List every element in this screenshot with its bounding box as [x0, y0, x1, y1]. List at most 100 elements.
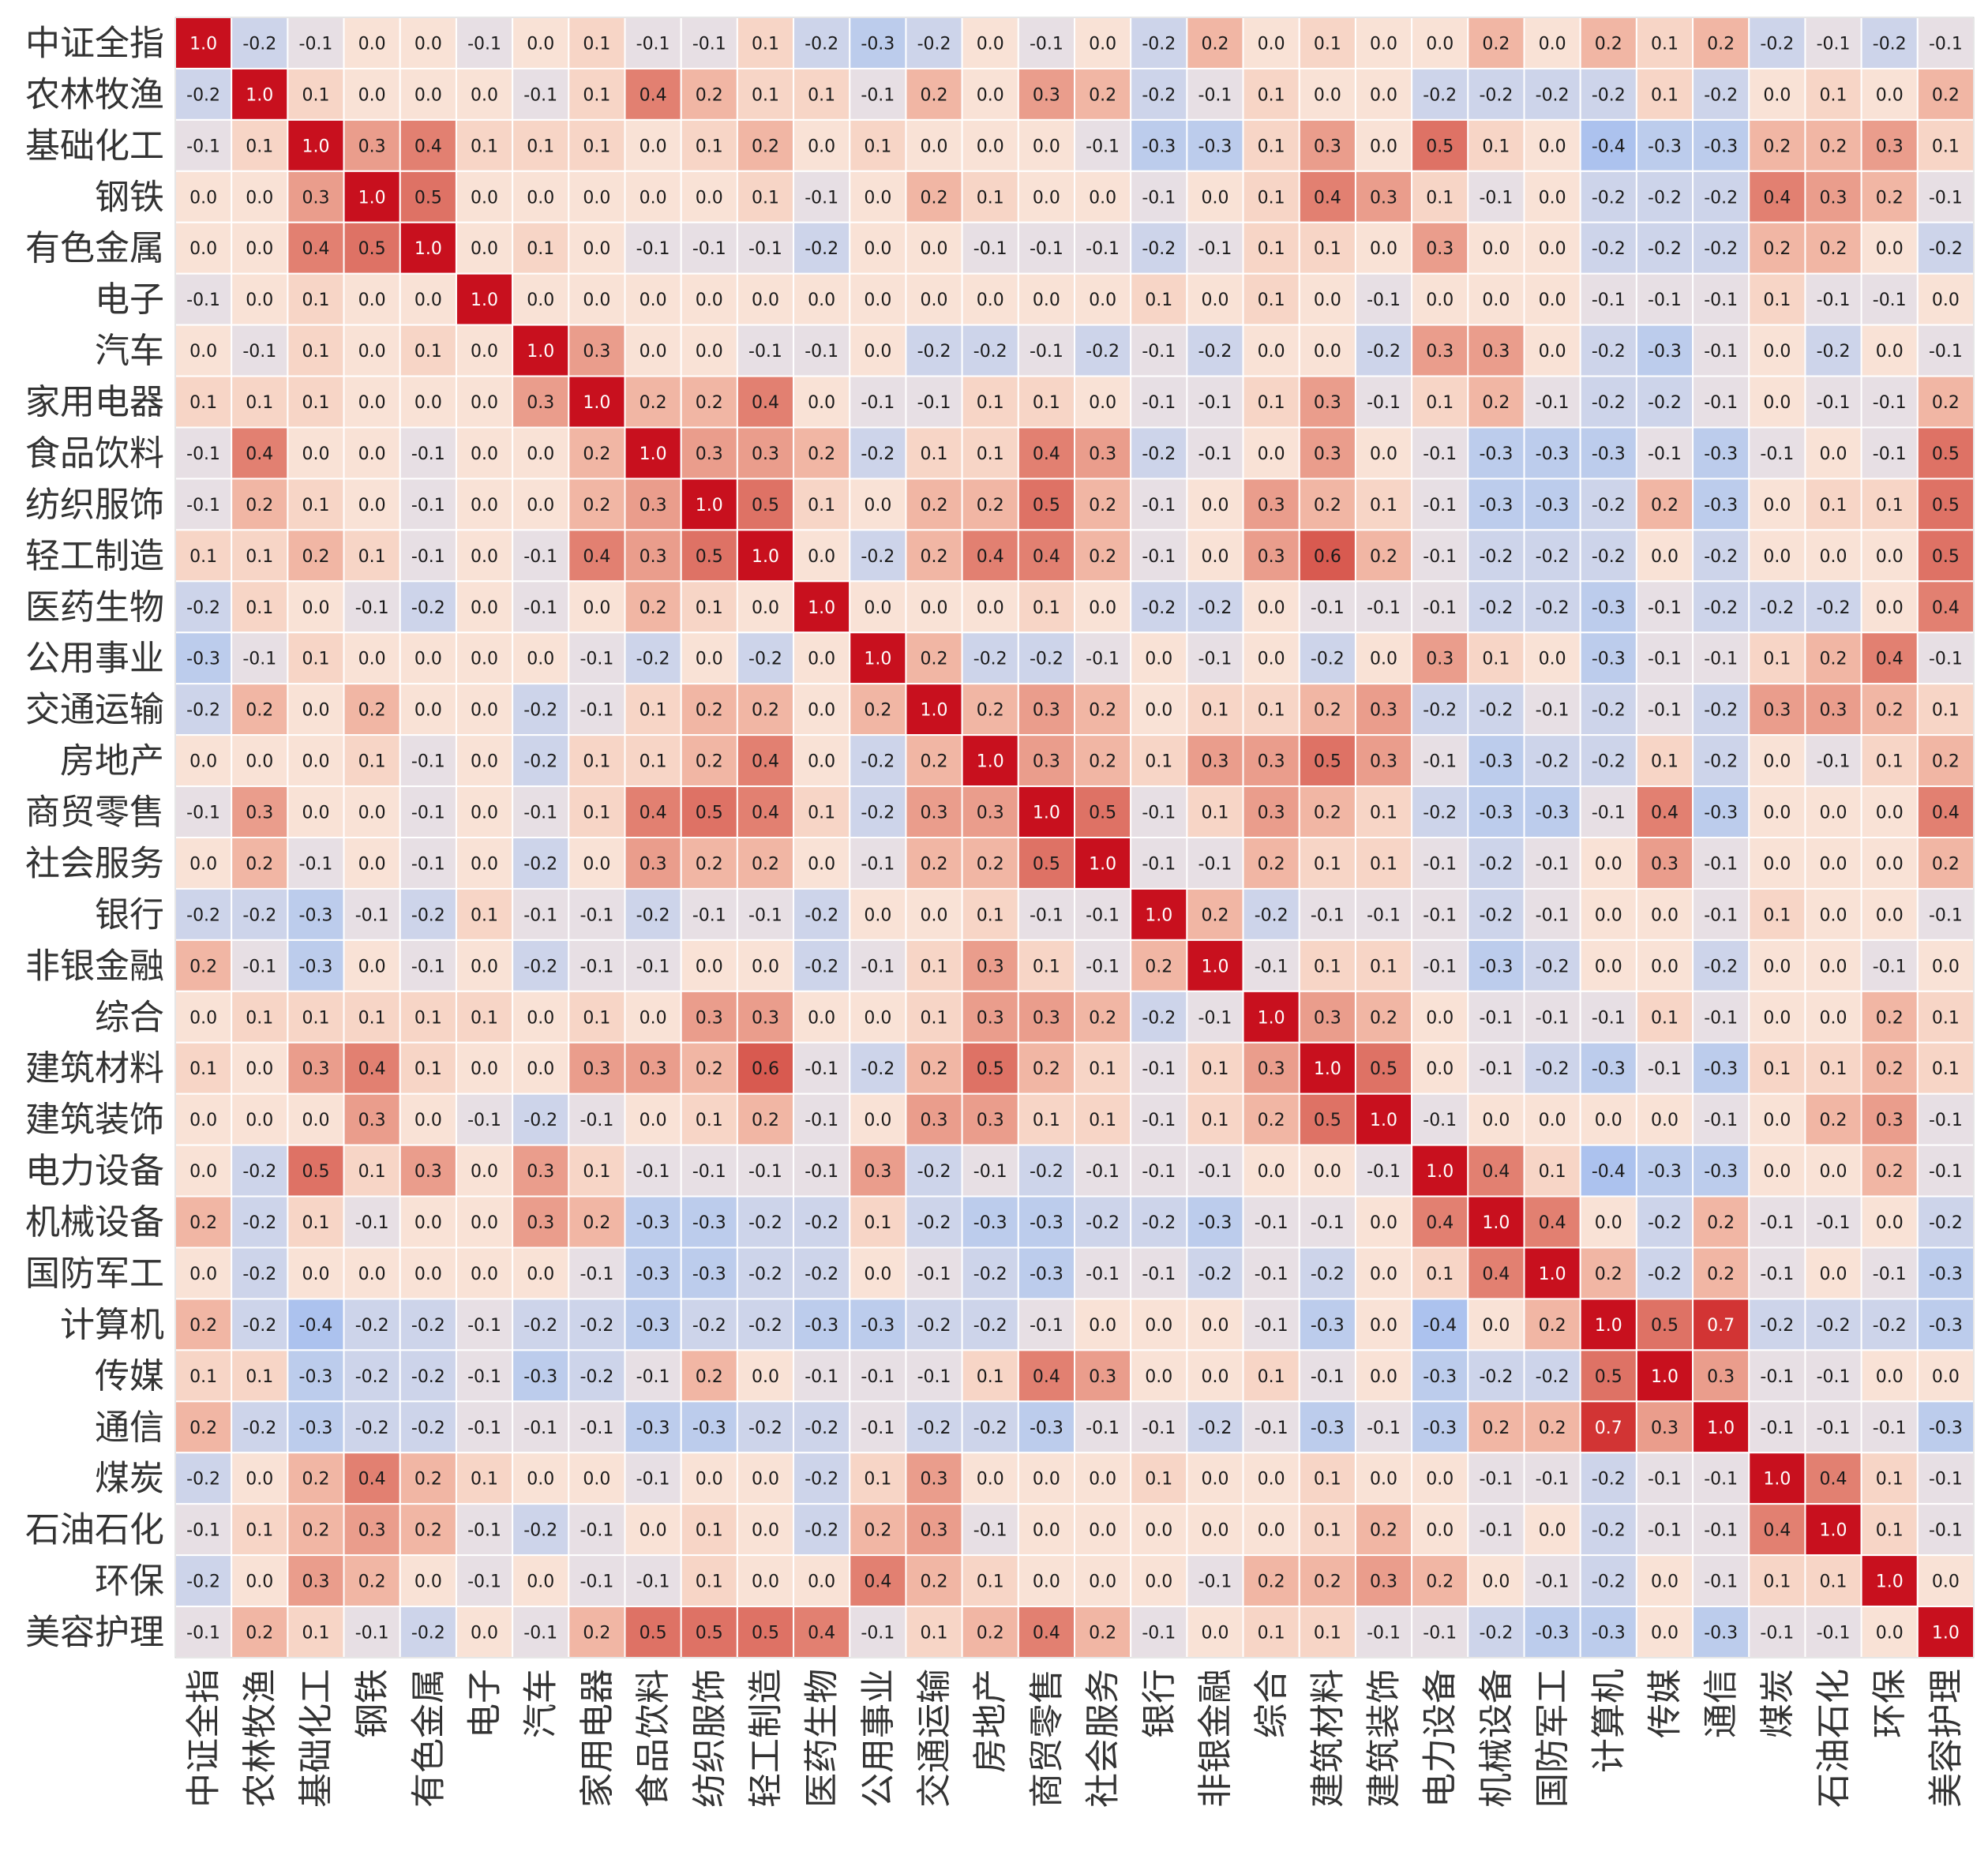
- cell-value-2-15: 0.0: [1033, 137, 1060, 156]
- cell-value-11-13: 0.0: [921, 598, 948, 618]
- cell-value-14-10: 0.4: [752, 752, 779, 772]
- heatmap-cell-30-10: [736, 1554, 795, 1608]
- cell-value-28-25: -0.2: [1592, 1470, 1626, 1490]
- cell-value-7-3: 0.0: [358, 393, 386, 413]
- cell-value-20-6: 0.0: [527, 1059, 554, 1079]
- heatmap-cell-28-1: [231, 1452, 289, 1505]
- heatmap-cell-12-26: [1635, 632, 1694, 685]
- heatmap-cell-29-3: [343, 1503, 401, 1557]
- cell-value-29-12: 0.2: [864, 1521, 891, 1541]
- cell-value-23-19: -0.1: [1255, 1213, 1288, 1233]
- cell-value-1-15: 0.3: [1033, 85, 1060, 105]
- column-labels: 中证全指 农林牧渔 基础化工 钢铁 有色金属 电子 汽车 家用电器 食品饮料 纺织服饰 轻工制造 医药…: [184, 1669, 1967, 1808]
- heatmap-cell-29-21: [1354, 1503, 1413, 1557]
- cell-value-1-2: 0.1: [302, 85, 329, 105]
- cell-value-7-15: 0.1: [1033, 393, 1060, 413]
- heatmap-cell-20-23: [1467, 1041, 1525, 1095]
- heatmap-cell-15-26: [1635, 785, 1694, 838]
- cell-value-20-28: 0.1: [1763, 1059, 1791, 1079]
- cell-value-30-17: 0.0: [1145, 1572, 1172, 1592]
- cell-value-3-0: 0.0: [189, 188, 217, 208]
- heatmap-cell-28-0: [174, 1452, 233, 1505]
- cell-value-20-16: 0.1: [1089, 1059, 1116, 1079]
- heatmap-cell-31-30: [1860, 1606, 1919, 1658]
- heatmap-cell-4-13: [905, 221, 963, 275]
- heatmap-cell-17-12: [849, 887, 907, 941]
- cell-value-23-20: -0.1: [1311, 1213, 1345, 1233]
- heatmap-cell-19-8: [624, 990, 682, 1044]
- heatmap-cell-2-3: [343, 118, 401, 172]
- cell-value-24-23: 0.4: [1482, 1265, 1510, 1284]
- heatmap-cell-26-31: [1916, 1349, 1975, 1403]
- heatmap-cell-4-27: [1692, 221, 1750, 275]
- heatmap-cell-4-31: [1916, 221, 1975, 275]
- heatmap-cell-0-15: [1017, 17, 1075, 69]
- heatmap-cell-14-5: [455, 734, 514, 788]
- cell-value-4-13: 0.0: [921, 239, 948, 259]
- cell-value-13-25: -0.2: [1592, 701, 1626, 721]
- cell-value-13-22: -0.2: [1423, 701, 1457, 721]
- cell-value-1-21: 0.0: [1370, 85, 1397, 105]
- heatmap-cell-1-28: [1748, 67, 1806, 121]
- heatmap-cell-3-29: [1804, 170, 1862, 223]
- heatmap-cell-10-5: [455, 529, 514, 583]
- cell-value-21-16: 0.1: [1089, 1111, 1116, 1130]
- cell-value-18-14: 0.3: [977, 957, 1004, 976]
- cell-value-4-4: 1.0: [414, 239, 442, 259]
- heatmap-cell-6-29: [1804, 324, 1862, 377]
- heatmap-cell-14-27: [1692, 734, 1750, 788]
- cell-value-27-12: -0.1: [861, 1419, 895, 1438]
- cell-value-17-24: -0.1: [1536, 905, 1570, 925]
- heatmap-cell-16-7: [568, 837, 626, 890]
- heatmap-cell-5-15: [1017, 272, 1075, 326]
- cell-value-21-29: 0.2: [1820, 1111, 1847, 1130]
- cell-value-1-11: 0.1: [808, 85, 835, 105]
- heatmap-cell-4-28: [1748, 221, 1806, 275]
- cell-value-2-16: -0.1: [1086, 137, 1120, 156]
- cell-value-6-2: 0.1: [302, 342, 329, 362]
- heatmap-cell-3-5: [455, 170, 514, 223]
- cell-value-27-25: 0.7: [1595, 1419, 1622, 1438]
- cell-value-4-23: 0.0: [1482, 239, 1510, 259]
- cell-value-2-4: 0.4: [414, 137, 442, 156]
- cell-value-20-13: 0.2: [921, 1059, 948, 1079]
- heatmap-cell-2-4: [399, 118, 457, 172]
- heatmap-cell-31-6: [512, 1606, 570, 1658]
- cell-value-16-21: 0.1: [1370, 854, 1397, 874]
- cell-value-28-3: 0.4: [358, 1470, 386, 1490]
- cell-value-9-2: 0.1: [302, 496, 329, 515]
- cell-value-27-13: -0.2: [917, 1419, 951, 1438]
- column-label: 纺织服饰: [689, 1669, 730, 1808]
- cell-value-25-26: 0.5: [1651, 1316, 1679, 1336]
- cell-value-7-8: 0.2: [640, 393, 667, 413]
- cell-value-21-0: 0.0: [189, 1111, 217, 1130]
- heatmap-cell-17-22: [1411, 887, 1469, 941]
- column-label: 中证全指: [184, 1669, 224, 1808]
- cell-value-22-26: -0.3: [1648, 1162, 1682, 1182]
- cell-value-5-16: 0.0: [1089, 290, 1116, 310]
- cell-value-1-18: -0.1: [1198, 85, 1232, 105]
- heatmap-cell-26-21: [1354, 1349, 1413, 1403]
- heatmap-cell-11-25: [1579, 580, 1637, 634]
- cell-value-22-7: 0.1: [583, 1162, 610, 1182]
- cell-value-29-5: -0.1: [467, 1521, 501, 1541]
- heatmap-cell-31-2: [287, 1606, 345, 1658]
- heatmap-cell-29-13: [905, 1503, 963, 1557]
- cell-value-13-11: 0.0: [808, 701, 835, 721]
- cell-value-6-1: -0.1: [242, 342, 276, 362]
- heatmap-cell-18-5: [455, 939, 514, 992]
- cell-value-17-1: -0.2: [242, 905, 276, 925]
- column-label: 房地产: [970, 1669, 1011, 1773]
- cell-value-29-25: -0.2: [1592, 1521, 1626, 1541]
- heatmap-cell-2-17: [1130, 118, 1188, 172]
- cell-value-22-17: -0.1: [1142, 1162, 1176, 1182]
- cell-value-19-10: 0.3: [752, 1008, 779, 1028]
- heatmap-cell-14-1: [231, 734, 289, 788]
- cell-value-20-5: 0.0: [471, 1059, 498, 1079]
- heatmap-cell-28-27: [1692, 1452, 1750, 1505]
- column-label: 电力设备: [1420, 1669, 1461, 1808]
- cell-value-3-7: 0.0: [583, 188, 610, 208]
- cell-value-17-15: -0.1: [1030, 905, 1063, 925]
- row-label: 银行: [95, 894, 164, 935]
- heatmap-cell-14-15: [1017, 734, 1075, 788]
